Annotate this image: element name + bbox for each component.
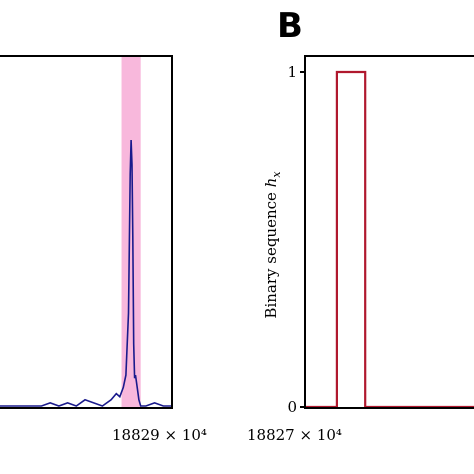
highlight-band — [121, 56, 141, 408]
x-offset-label-a: 18829 × 10⁴ — [112, 426, 207, 444]
panel-a: 18829 × 10⁴ — [0, 55, 207, 444]
y-tick-label-1: 1 — [287, 63, 297, 81]
y-axis-label-text: Binary sequence — [262, 187, 280, 318]
y-tick-label-0: 0 — [287, 398, 297, 416]
series-line-b — [305, 70, 474, 409]
y-axis-label-var: h — [262, 178, 280, 188]
plot-frame-b — [304, 55, 474, 409]
panel-letter-b: B — [277, 6, 303, 46]
plot-frame-a — [0, 55, 173, 409]
series-line-a — [0, 139, 172, 407]
y-axis-label-sub: x — [270, 171, 283, 178]
x-offset-label-b: 18827 × 10⁴ — [247, 426, 342, 444]
panel-b: B 1 0 Binary sequence hx 18827 × 10⁴ — [247, 6, 474, 444]
y-axis-label-b: Binary sequence hx — [262, 171, 283, 319]
